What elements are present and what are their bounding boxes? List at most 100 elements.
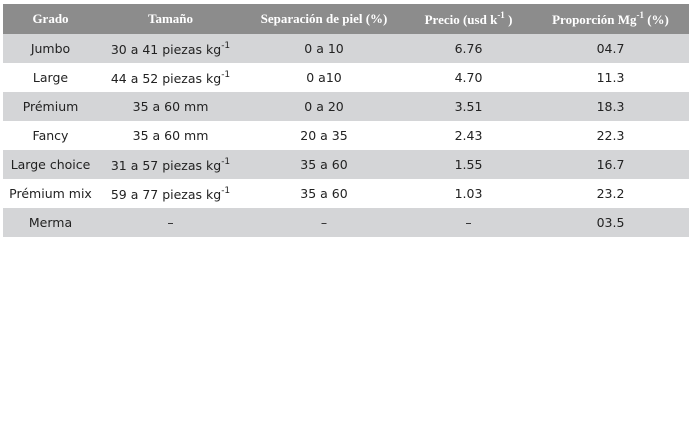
table-cell: 16.7 [532, 150, 689, 179]
cell-text: 22.3 [596, 128, 625, 143]
cell-text: 35 a 60 mm [132, 99, 209, 114]
cell-text: 4.70 [454, 70, 483, 85]
table-cell: 35 a 60 mm [98, 92, 243, 121]
table-cell: 03.5 [532, 208, 689, 237]
cell-text: 35 a 60 [300, 157, 348, 172]
superscript: -1 [636, 10, 644, 20]
table-cell: 0 a10 [243, 63, 405, 92]
table-cell: 1.55 [405, 150, 532, 179]
cell-text: Fancy [32, 128, 69, 143]
column-header: Precio (usd k-1 ) [405, 4, 532, 34]
table-cell: 3.51 [405, 92, 532, 121]
table-cell: 44 a 52 piezas kg-1 [98, 63, 243, 92]
table-cell: – [98, 208, 243, 237]
table-cell: Large [3, 63, 98, 92]
table-header: Grado Tamaño Separación de piel (%) Precio … [3, 4, 689, 34]
column-header: Proporción Mg-1 (%) [532, 4, 689, 34]
table-cell: 0 a 20 [243, 92, 405, 121]
cell-text: 04.7 [596, 41, 625, 56]
table-cell: 20 a 35 [243, 121, 405, 150]
table-cell: 1.03 [405, 179, 532, 208]
table-cell: 4.70 [405, 63, 532, 92]
cell-text: 0 a10 [306, 70, 342, 85]
header-row: Grado Tamaño Separación de piel (%) Precio … [3, 4, 689, 34]
cell-text: 6.76 [454, 41, 483, 56]
table-cell: 30 a 41 piezas kg-1 [98, 34, 243, 63]
cell-text: 0 a 10 [304, 41, 344, 56]
cell-text: 20 a 35 [300, 128, 348, 143]
cell-text: 31 a 57 piezas kg [110, 157, 222, 173]
table-cell: 18.3 [532, 92, 689, 121]
cell-text: Grado [32, 11, 69, 26]
cell-text: – [320, 215, 328, 230]
column-header: Tamaño [98, 4, 243, 34]
cell-text: 0 a 20 [304, 99, 344, 114]
cell-text: – [167, 215, 174, 230]
table-cell: 35 a 60 [243, 179, 405, 208]
table-row: Large 44 a 52 piezas kg-1 0 a10 4.70 11.3 [3, 63, 689, 92]
cell-text: Prémium mix [9, 186, 92, 201]
table-cell: 2.43 [405, 121, 532, 150]
superscript: -1 [221, 185, 231, 196]
table-cell: 31 a 57 piezas kg-1 [98, 150, 243, 179]
cell-text: 1.55 [454, 157, 483, 172]
table-row: Jumbo 30 a 41 piezas kg-1 0 a 10 6.76 04.7 [3, 34, 689, 63]
cell-text: Separación de piel (%) [260, 11, 388, 26]
table-cell: 6.76 [405, 34, 532, 63]
table-cell: 22.3 [532, 121, 689, 150]
cell-tail: ) [504, 12, 513, 27]
table-row: Prémium mix 59 a 77 piezas kg-1 35 a 60 1.0… [3, 179, 689, 208]
cell-text: Precio (usd k [424, 12, 498, 27]
superscript: -1 [221, 40, 231, 51]
cell-text: 03.5 [596, 215, 625, 230]
table-row: Fancy 35 a 60 mm 20 a 35 2.43 22.3 [3, 121, 689, 150]
cell-text: 23.2 [596, 186, 625, 201]
cell-tail: (%) [643, 12, 669, 27]
cell-text: Proporción Mg [552, 12, 637, 27]
cell-text: – [465, 215, 472, 230]
table-cell: 59 a 77 piezas kg-1 [98, 179, 243, 208]
cell-text: 30 a 41 piezas kg [110, 41, 222, 57]
cell-text: 16.7 [596, 157, 625, 172]
table-cell: – [243, 208, 405, 237]
superscript: -1 [221, 156, 231, 167]
cell-text: 35 a 60 mm [132, 128, 209, 143]
table-cell: Jumbo [3, 34, 98, 63]
table-row: Large choice 31 a 57 piezas kg-1 35 a 60 1.… [3, 150, 689, 179]
table-cell: – [405, 208, 532, 237]
cell-text: Jumbo [30, 41, 71, 56]
table-body: Jumbo 30 a 41 piezas kg-1 0 a 10 6.76 04.7 La… [3, 34, 689, 237]
table-row: Merma – – – 03.5 [3, 208, 689, 237]
table-cell: 04.7 [532, 34, 689, 63]
cell-text: 11.3 [596, 70, 625, 85]
cell-text: Large [32, 70, 69, 85]
table-cell: 0 a 10 [243, 34, 405, 63]
cell-text: 3.51 [454, 99, 483, 114]
cell-text: 2.43 [454, 128, 483, 143]
cell-text: Large choice [10, 157, 91, 172]
table-row: Prémium 35 a 60 mm 0 a 20 3.51 18.3 [3, 92, 689, 121]
table-cell: 35 a 60 [243, 150, 405, 179]
table-cell: 11.3 [532, 63, 689, 92]
table-cell: Large choice [3, 150, 98, 179]
cell-text: 1.03 [454, 186, 483, 201]
column-header: Grado [3, 4, 98, 34]
cell-text: 35 a 60 [300, 186, 348, 201]
cell-text: Prémium [22, 99, 79, 114]
column-header: Separación de piel (%) [243, 4, 405, 34]
data-table: Grado Tamaño Separación de piel (%) Precio … [3, 4, 689, 237]
cell-text: Merma [28, 215, 73, 230]
table-cell: Merma [3, 208, 98, 237]
table-cell: 23.2 [532, 179, 689, 208]
table-cell: 35 a 60 mm [98, 121, 243, 150]
cell-text: Tamaño [147, 11, 194, 26]
cell-text: 59 a 77 piezas kg [110, 186, 222, 202]
cell-text: 44 a 52 piezas kg [110, 70, 222, 86]
superscript: -1 [497, 10, 505, 20]
table-cell: Prémium mix [3, 179, 98, 208]
cell-text: 18.3 [596, 99, 625, 114]
table-cell: Prémium [3, 92, 98, 121]
table-cell: Fancy [3, 121, 98, 150]
superscript: -1 [221, 69, 231, 80]
